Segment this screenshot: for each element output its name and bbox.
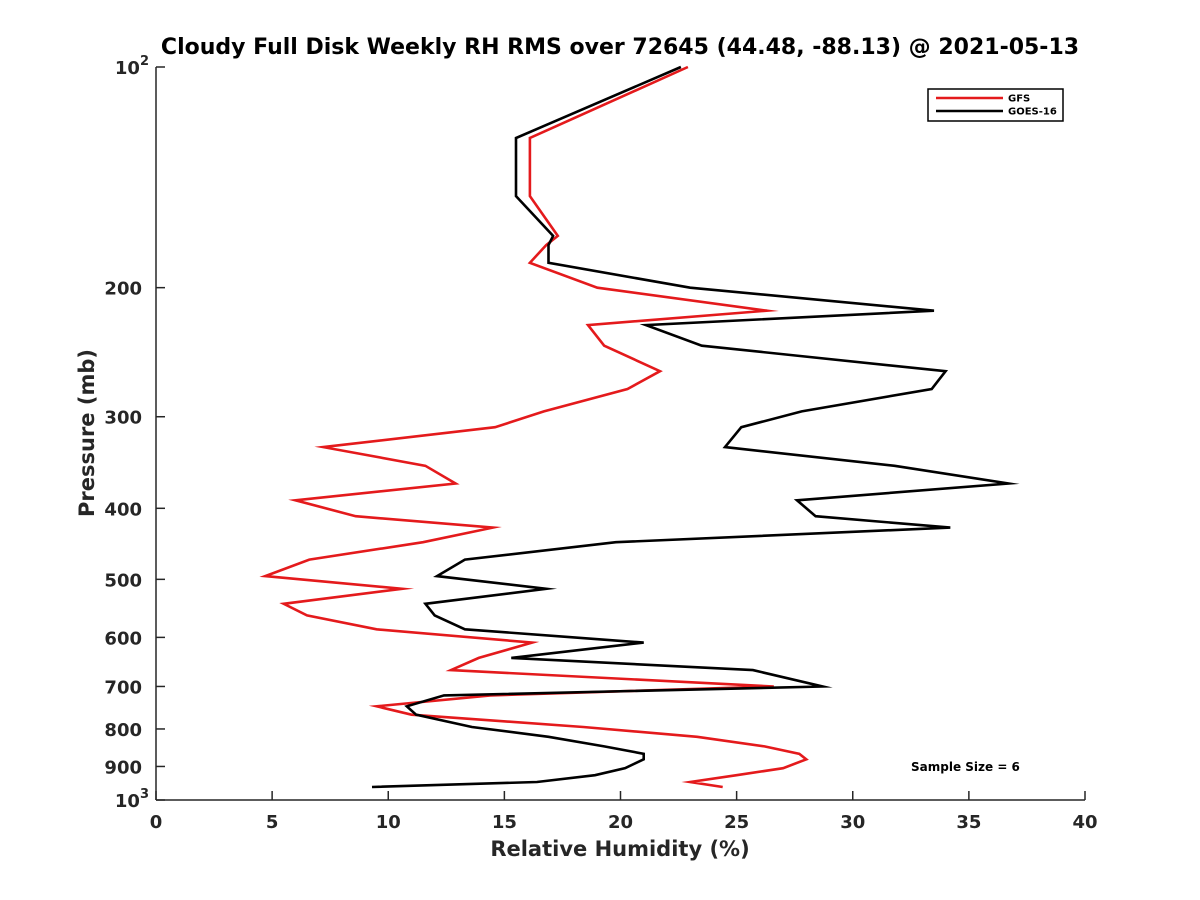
x-tick-label: 15 [492, 812, 517, 833]
series-layer [259, 65, 1020, 789]
y-tick-label: 800 [104, 720, 142, 741]
x-tick-label: 35 [956, 812, 981, 833]
y-axis-label: Pressure (mb) [75, 349, 99, 517]
legend-box [927, 88, 1064, 122]
y-tick-label: 700 [104, 677, 142, 698]
y-tick-label: 600 [104, 628, 142, 649]
y-tick-label: 200 [104, 279, 142, 300]
x-tick-label: 10 [376, 812, 401, 833]
y-tick-label: 500 [104, 570, 142, 591]
y-tick-label: 102 [115, 54, 149, 79]
chart-title: Cloudy Full Disk Weekly RH RMS over 7264… [161, 35, 1079, 60]
y-tick-label: 900 [104, 757, 142, 778]
series-line-goes16 [371, 65, 1020, 789]
x-tick-label: 25 [724, 812, 749, 833]
legend-label-gfs: GFS [1008, 94, 1030, 105]
x-tick-label: 5 [266, 812, 279, 833]
series-line-gfs [259, 65, 809, 789]
y-axis-ticks: 102 200 300 400 500 600 700 800 900 103 [104, 54, 165, 812]
y-tick-label: 103 [115, 787, 149, 812]
y-tick-label: 300 [104, 408, 142, 429]
sample-size-annotation: Sample Size = 6 [911, 760, 1020, 774]
x-tick-label: 30 [840, 812, 865, 833]
x-tick-label: 40 [1072, 812, 1097, 833]
x-tick-label: 0 [150, 812, 163, 833]
x-axis-ticks: 0 5 10 15 20 25 30 35 40 [150, 791, 1098, 833]
x-tick-label: 20 [608, 812, 633, 833]
x-axis-label: Relative Humidity (%) [490, 837, 749, 861]
legend: GFS GOES-16 [927, 88, 1064, 122]
y-tick-label: 400 [104, 499, 142, 520]
legend-label-goes16: GOES-16 [1008, 107, 1057, 118]
